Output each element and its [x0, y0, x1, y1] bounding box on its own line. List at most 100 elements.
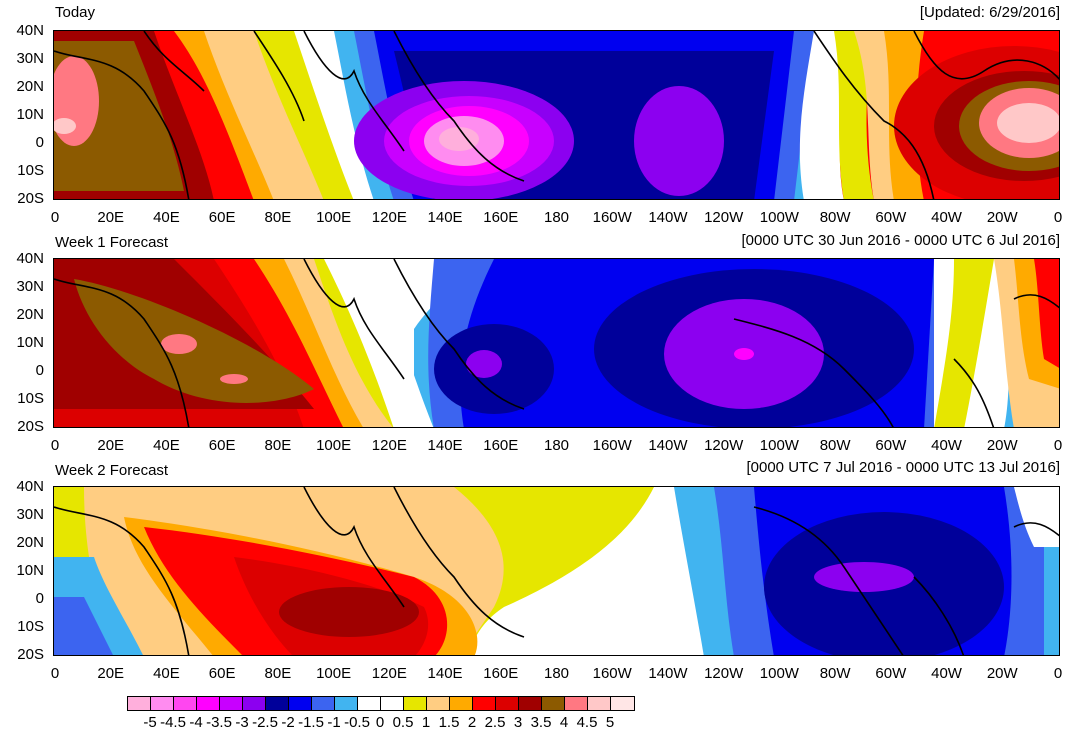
legend-swatch — [335, 697, 358, 710]
legend-swatch — [220, 697, 243, 710]
x-axis-label: 80E — [264, 209, 292, 226]
y-label-p1-10s: 10S — [17, 162, 44, 179]
x-axis-label: 60E — [208, 437, 236, 454]
y-label-p2-40n: 40N — [16, 250, 44, 267]
legend-swatch — [381, 697, 404, 710]
x-axis-label: 120E — [371, 665, 407, 682]
y-label-p1-40n: 40N — [16, 22, 44, 39]
legend-label: -5 — [143, 714, 157, 731]
x-axis-label: 40W — [931, 665, 962, 682]
legend-swatch — [473, 697, 496, 710]
x-axis-label: 100W — [759, 665, 799, 682]
y-label-p3-10n: 10N — [16, 562, 44, 579]
x-axis-label: 20W — [986, 437, 1018, 454]
y-label-p3-20s: 20S — [17, 646, 44, 663]
y-label-p1-10n: 10N — [16, 106, 44, 123]
x-axis-label: 40E — [153, 209, 180, 226]
legend-label: -0.5 — [344, 714, 370, 731]
legend-swatch — [542, 697, 565, 710]
x-axis-label: 160E — [483, 209, 519, 226]
x-axis-label: 100E — [316, 437, 352, 454]
x-axis-label: 0 — [1053, 437, 1063, 454]
legend-label: 2.5 — [484, 714, 506, 731]
y-label-p1-20n: 20N — [16, 78, 44, 95]
legend-swatch — [565, 697, 588, 710]
x-axis-label: 160W — [592, 437, 632, 454]
color-legend — [127, 696, 635, 711]
x-axis-label: 100W — [759, 437, 799, 454]
x-axis-label: 180 — [543, 209, 570, 226]
panel-2-title: Week 1 Forecast — [55, 234, 169, 251]
legend-label: 2 — [467, 714, 477, 731]
legend-swatch — [128, 697, 151, 710]
legend-label: 4.5 — [576, 714, 598, 731]
y-label-p2-30n: 30N — [16, 278, 44, 295]
panel-3-title: Week 2 Forecast — [55, 462, 169, 479]
legend-label: 1 — [421, 714, 431, 731]
x-axis-label: 80W — [819, 437, 851, 454]
panel-1-date: [Updated: 6/29/2016] — [919, 4, 1060, 21]
x-axis-label: 160E — [483, 665, 519, 682]
x-axis-label: 100E — [316, 665, 352, 682]
legend-swatch — [588, 697, 611, 710]
y-label-p2-eq: 0 — [35, 362, 44, 379]
x-axis-label: 40E — [153, 437, 180, 454]
panel-3-date: [0000 UTC 7 Jul 2016 - 0000 UTC 13 Jul 2… — [746, 459, 1060, 476]
map-panel-today — [53, 30, 1060, 200]
x-axis-label: 120E — [371, 209, 407, 226]
map-panel-week1 — [53, 258, 1060, 428]
legend-label: -4.5 — [160, 714, 186, 731]
x-axis-label: 140W — [648, 665, 688, 682]
y-label-p2-20n: 20N — [16, 306, 44, 323]
x-axis-label: 40W — [931, 437, 962, 454]
legend-label: 4 — [559, 714, 569, 731]
x-axis-label: 0 — [50, 209, 60, 226]
y-label-p1-eq: 0 — [35, 134, 44, 151]
legend-label: 0.5 — [392, 714, 414, 731]
y-label-p3-20n: 20N — [16, 534, 44, 551]
legend-swatch — [358, 697, 381, 710]
legend-swatch — [427, 697, 450, 710]
map-panel-week2 — [53, 486, 1060, 656]
x-axis-label: 100W — [759, 209, 799, 226]
legend-label: -2.5 — [252, 714, 278, 731]
x-axis-label: 40W — [931, 209, 962, 226]
x-axis-label: 20E — [97, 665, 125, 682]
x-axis-label: 80E — [264, 665, 292, 682]
y-label-p1-30n: 30N — [16, 50, 44, 67]
y-label-p2-10s: 10S — [17, 390, 44, 407]
legend-swatch — [404, 697, 427, 710]
x-axis-label: 160W — [592, 665, 632, 682]
legend-label: -1 — [327, 714, 341, 731]
x-axis-label: 140W — [648, 209, 688, 226]
x-axis-label: 40E — [153, 665, 180, 682]
x-axis-label: 120W — [704, 209, 744, 226]
x-axis-label: 60W — [875, 437, 907, 454]
anomaly-field-week1 — [54, 259, 1059, 427]
x-axis-label: 20W — [986, 209, 1018, 226]
panel-2-date: [0000 UTC 30 Jun 2016 - 0000 UTC 6 Jul 2… — [741, 232, 1060, 249]
x-axis-label: 60W — [875, 209, 907, 226]
legend-label: -3.5 — [206, 714, 232, 731]
x-axis-label: 20E — [97, 209, 125, 226]
x-axis-label: 80W — [819, 665, 851, 682]
legend-swatch — [450, 697, 473, 710]
x-axis-label: 180 — [543, 665, 570, 682]
legend-swatch — [519, 697, 542, 710]
legend-label: 3.5 — [530, 714, 552, 731]
legend-swatch — [197, 697, 220, 710]
x-axis-label: 0 — [1053, 665, 1063, 682]
y-label-p1-20s: 20S — [17, 190, 44, 207]
legend-swatch — [266, 697, 289, 710]
legend-swatch — [611, 697, 634, 710]
x-axis-label: 60E — [208, 209, 236, 226]
legend-label: -2 — [281, 714, 295, 731]
y-label-p3-eq: 0 — [35, 590, 44, 607]
legend-label: 0 — [375, 714, 385, 731]
x-axis-label: 120W — [704, 437, 744, 454]
x-axis-label: 100E — [316, 209, 352, 226]
legend-label: -3 — [235, 714, 249, 731]
legend-swatch — [312, 697, 335, 710]
legend-label: -4 — [189, 714, 203, 731]
anomaly-field-week2 — [54, 487, 1059, 655]
